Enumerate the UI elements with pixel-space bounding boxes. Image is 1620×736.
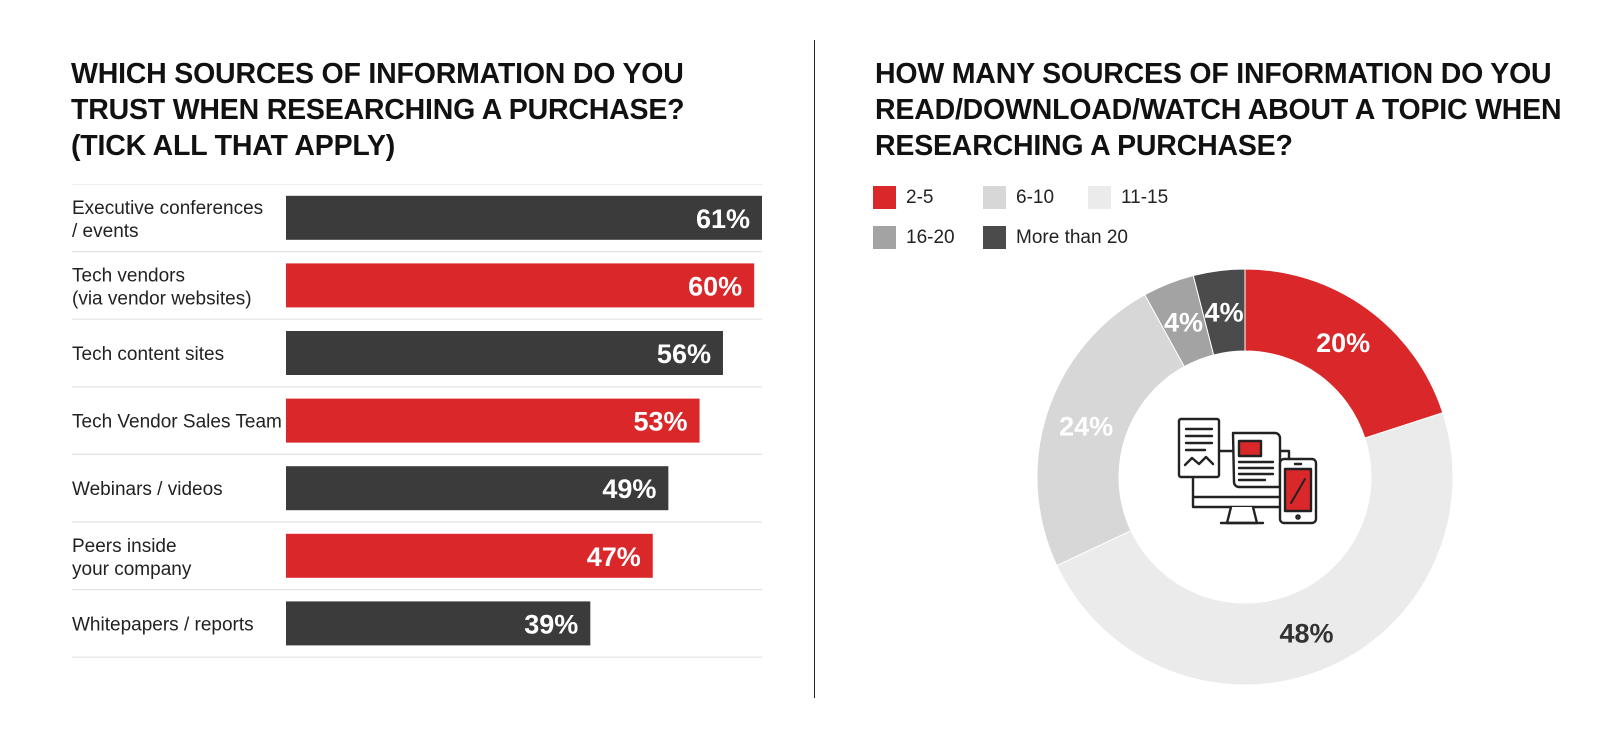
category-label: Executive conferences / events <box>72 198 263 242</box>
legend-label: More than 20 <box>1016 226 1128 248</box>
panel-divider <box>814 40 815 698</box>
devices-icon <box>1177 417 1318 525</box>
legend-item: 6-10 <box>983 186 1054 209</box>
legend-swatch <box>873 226 896 249</box>
slice-value-label: 20% <box>1316 328 1370 358</box>
slice-value-label: 4% <box>1164 308 1203 338</box>
bar-value-label: 60% <box>688 271 742 301</box>
legend-item: 2-5 <box>873 186 933 209</box>
bar-value-label: 53% <box>634 407 688 437</box>
bar-value-label: 61% <box>696 204 750 234</box>
legend-item: More than 20 <box>983 226 1128 249</box>
slice-value-label: 24% <box>1059 411 1113 441</box>
sources-count-donut-chart: 20% 48% 24% 4% 4% <box>1036 268 1454 686</box>
legend-swatch <box>873 186 896 209</box>
legend-label: 2-5 <box>906 186 934 208</box>
legend-swatch <box>983 226 1006 249</box>
category-label: Webinars / videos <box>72 479 223 500</box>
bar-chart-title: WHICH SOURCES OF INFORMATION DO YOU TRUS… <box>71 58 685 162</box>
bar <box>286 466 669 511</box>
category-label-line: Whitepapers / reports <box>72 614 254 635</box>
bar-value-label: 56% <box>657 339 711 369</box>
category-label-line: Executive conferences <box>72 198 263 219</box>
legend-label: 6-10 <box>1016 186 1055 208</box>
bar <box>286 601 591 646</box>
bar <box>286 398 700 443</box>
donut-slice <box>1192 268 1246 356</box>
category-label-line: Webinars / videos <box>72 479 223 500</box>
category-label-line: Tech content sites <box>72 344 224 365</box>
category-label-line: Tech vendors <box>72 265 185 286</box>
donut-slice <box>1244 268 1444 439</box>
category-label-line: / events <box>72 221 139 242</box>
slice-value-label: 48% <box>1279 618 1333 648</box>
donut-legend: 2-5 6-10 11-15 16-20 More than 20 <box>873 186 1573 266</box>
donut-slice <box>1036 294 1185 567</box>
donut-chart-title: HOW MANY SOURCES OF INFORMATION DO YOU R… <box>875 58 1562 162</box>
category-label: Tech vendors (via vendor websites) <box>72 265 252 309</box>
legend-label: 16-20 <box>906 226 955 248</box>
legend-swatch <box>983 186 1006 209</box>
donut-slice <box>1056 412 1454 686</box>
category-label: Whitepapers / reports <box>72 614 254 635</box>
bar <box>286 533 653 578</box>
bar-value-label: 49% <box>602 474 656 504</box>
bar-value-label: 39% <box>524 609 578 639</box>
bar-value-label: 47% <box>587 542 641 572</box>
category-label: Peers inside your company <box>72 536 192 580</box>
legend-swatch <box>1088 186 1111 209</box>
legend-item: 11-15 <box>1088 186 1168 209</box>
category-label-line: your company <box>72 559 192 580</box>
trusted-sources-bar-chart: 61% Executive conferences / events 60% Tech … <box>72 184 762 658</box>
category-label-line: Tech Vendor Sales Team <box>72 412 282 433</box>
category-label-line: Peers inside <box>72 536 177 557</box>
slice-value-label: 4% <box>1205 297 1244 327</box>
category-label-line: (via vendor websites) <box>72 288 252 309</box>
bar <box>286 331 723 375</box>
bar <box>286 263 755 308</box>
legend-label: 11-15 <box>1121 186 1169 208</box>
category-label: Tech content sites <box>72 344 224 365</box>
category-label: Tech Vendor Sales Team <box>72 412 282 433</box>
legend-item: 16-20 <box>873 226 955 249</box>
bar <box>286 195 762 240</box>
